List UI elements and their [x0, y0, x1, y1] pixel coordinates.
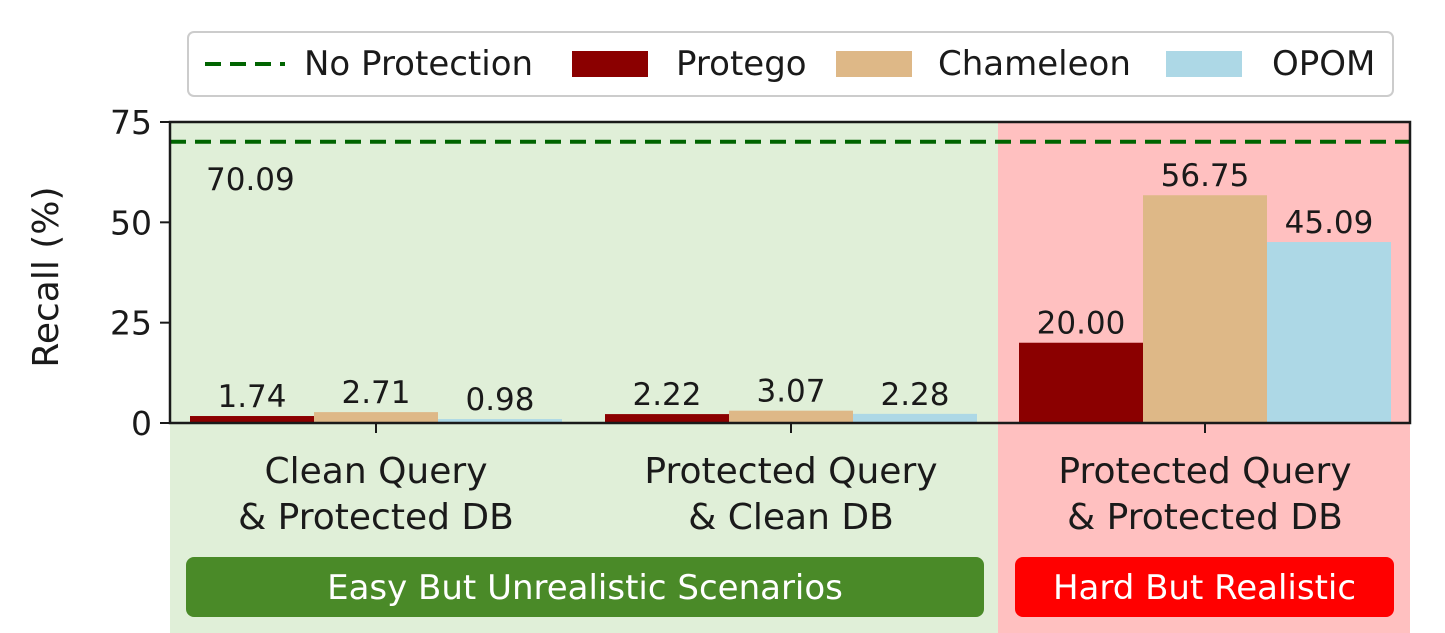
bar-value-label: 20.00 — [1037, 306, 1126, 342]
scenario-badge-0 — [186, 557, 984, 617]
x-tick-label: & Clean DB — [688, 497, 894, 538]
scenario-badge-1 — [1015, 557, 1394, 617]
bar-opom-1 — [853, 413, 977, 423]
baseline-value-label: 70.09 — [206, 162, 295, 198]
legend-frame — [187, 31, 1394, 97]
x-tick-label: & Protected DB — [238, 497, 514, 538]
bar-value-label: 2.28 — [880, 377, 949, 413]
legend-label-opom: OPOM — [1272, 44, 1375, 84]
bar-protego-2 — [1019, 342, 1143, 423]
bar-chameleon-0 — [314, 412, 438, 423]
bar-opom-2 — [1267, 242, 1391, 423]
legend-label-protego: Protego — [676, 44, 807, 84]
legend-swatch-chameleon — [836, 51, 912, 77]
bar-chameleon-1 — [729, 410, 853, 423]
scenario-badges: Easy But Unrealistic Scenarios Hard But R… — [186, 557, 1394, 617]
bar-value-label: 56.75 — [1161, 158, 1250, 194]
x-tick-label: & Protected DB — [1067, 497, 1343, 538]
y-axis-label: Recall (%) — [26, 186, 67, 367]
y-tick-label: 25 — [110, 304, 152, 343]
legend: No Protection Protego Chameleon OPOM — [187, 31, 1394, 97]
bar-opom-0 — [438, 419, 562, 423]
baseline-group: 70.09 — [170, 139, 1410, 198]
y-tick-label: 50 — [110, 203, 152, 242]
legend-swatch-opom — [1166, 51, 1242, 77]
bar-value-label: 2.22 — [632, 377, 701, 413]
x-tick-label: Protected Query — [1058, 451, 1351, 492]
y-tick-label: 0 — [131, 404, 152, 443]
bar-value-label: 3.07 — [756, 374, 825, 410]
scenario-regions — [170, 122, 1410, 633]
bars — [190, 195, 1391, 423]
bar-value-label: 45.09 — [1285, 205, 1374, 241]
x-tick-label: Protected Query — [644, 451, 937, 492]
legend-label-chameleon: Chameleon — [938, 44, 1131, 84]
scenario-badge-label: Easy But Unrealistic Scenarios — [327, 568, 843, 608]
legend-swatch-protego — [572, 51, 648, 77]
axes: 0 25 50 75 Clean Query & Protected DB Protecte… — [110, 103, 1412, 538]
bar-value-label: 1.74 — [217, 379, 286, 415]
y-tick-label: 75 — [110, 103, 152, 142]
legend-label-no-protection: No Protection — [304, 44, 533, 84]
bar-value-label: 2.71 — [341, 375, 410, 411]
bar-chameleon-2 — [1143, 195, 1267, 423]
bar-protego-1 — [605, 414, 729, 423]
scenario-badge-label: Hard But Realistic — [1053, 568, 1356, 608]
region-background-0 — [170, 122, 998, 633]
bar-value-labels: 1.74 2.22 20.00 2.71 3.07 56.75 0.98 2.28 45.09 — [217, 158, 1373, 418]
bar-value-label: 0.98 — [465, 382, 534, 418]
bar-protego-0 — [190, 416, 314, 423]
x-tick-label: Clean Query — [264, 451, 487, 492]
